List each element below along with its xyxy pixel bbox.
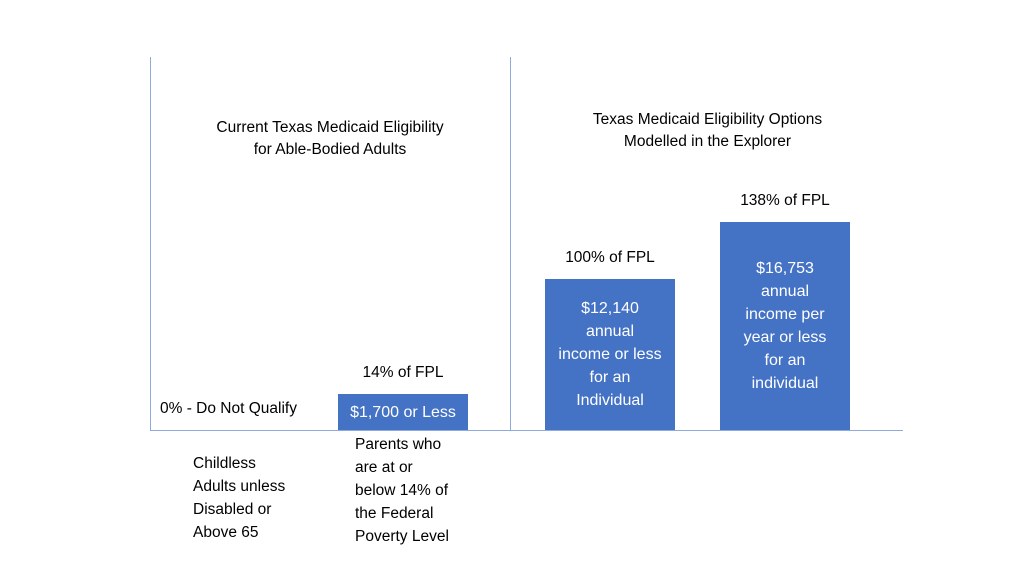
bar-2: $12,140 annual income or less for an Ind… (545, 279, 675, 430)
bar-3: $16,753 annual income per year or less f… (720, 222, 850, 430)
bar-text-1: $1,700 or Less (350, 403, 456, 421)
left-vertical-axis (150, 57, 151, 431)
value-label-1: 14% of FPL (362, 364, 444, 381)
category-label-0: Childless Adults unless Disabled or Abov… (193, 455, 286, 541)
value-label-0: 0% - Do Not Qualify (160, 400, 297, 417)
value-label-2: 100% of FPL (565, 249, 655, 267)
panel-divider (510, 57, 511, 431)
bar-text-3: $16,753 annual income per year or less f… (743, 260, 827, 392)
left-panel-title: Current Texas Medicaid Eligibility for A… (216, 119, 444, 158)
right-panel-title: Texas Medicaid Eligibility Options Model… (592, 111, 823, 150)
category-label-1: Parents who are at or below 14% of the F… (355, 436, 449, 545)
x-axis-baseline (150, 430, 903, 431)
bar-1: $1,700 or Less (338, 394, 468, 430)
value-label-3: 138% of FPL (740, 192, 830, 209)
bar-text-2: $12,140 annual income or less for an Ind… (558, 300, 662, 410)
